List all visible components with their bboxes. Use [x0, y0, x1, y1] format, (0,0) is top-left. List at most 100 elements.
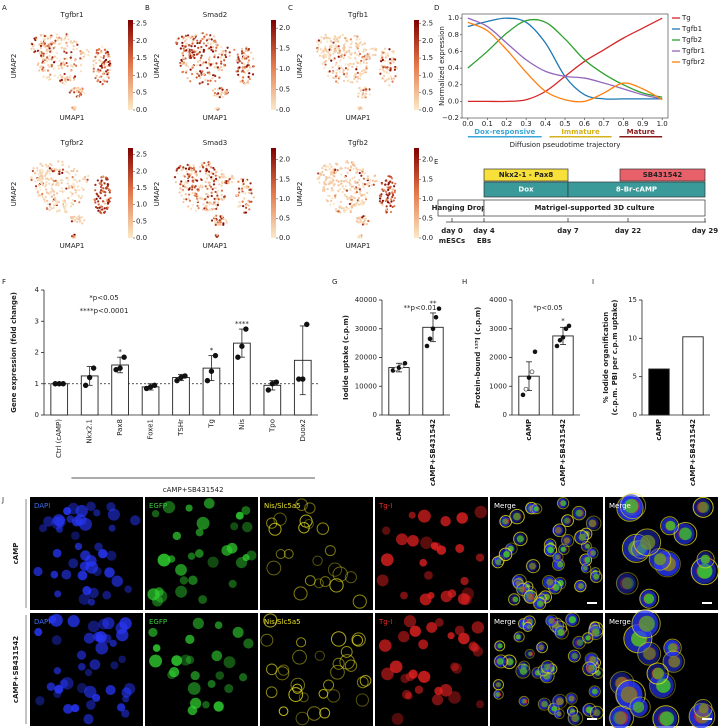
cell-dot	[185, 64, 188, 67]
cell-dot	[179, 64, 182, 67]
x-tick-label: Tg	[207, 419, 215, 429]
cell-dot	[179, 187, 182, 190]
cell-dot	[43, 198, 46, 201]
cell-dot	[324, 180, 327, 183]
y-axis-label: Normalized expression	[438, 26, 446, 106]
cell	[54, 684, 64, 694]
cell-dot	[349, 57, 352, 60]
cell-dot	[107, 60, 110, 64]
y-tick-label: 4	[35, 286, 40, 294]
cell-dot	[327, 194, 331, 197]
cell-dot	[392, 199, 395, 202]
cell-dot	[76, 185, 80, 188]
cell-dot	[337, 55, 340, 58]
cell-dot	[187, 205, 190, 208]
channel-label: Tg-I	[378, 618, 392, 626]
cell-dot	[53, 41, 57, 44]
cell-dot	[179, 183, 182, 186]
cell-dot	[348, 51, 351, 55]
cell-dot	[354, 73, 357, 76]
cell-dot	[227, 182, 230, 185]
cell-dot	[366, 191, 369, 194]
cell	[498, 547, 513, 562]
cell-dot	[366, 56, 369, 59]
cell-dot	[77, 195, 81, 199]
cell-dot	[195, 195, 198, 198]
cell-dot	[362, 61, 365, 64]
cell-dot	[180, 194, 183, 197]
cell	[292, 649, 307, 665]
cell	[491, 557, 502, 568]
cell-dot	[362, 177, 366, 180]
x-axis-label: UMAP1	[203, 242, 228, 250]
cell-dot	[366, 88, 369, 91]
cell	[319, 707, 331, 719]
cell	[528, 562, 536, 570]
cell-dot	[101, 200, 105, 203]
cell-dot	[381, 58, 385, 62]
cell-dot	[74, 191, 77, 194]
x-tick-label: 0.7	[598, 120, 609, 128]
cell-dot	[252, 196, 255, 199]
cell-dot	[188, 199, 192, 202]
cell-dot	[202, 166, 205, 169]
significance-star: *	[118, 348, 122, 356]
cell	[418, 639, 429, 650]
cell	[405, 692, 413, 700]
cell	[157, 553, 171, 567]
cell-dot	[43, 40, 46, 43]
cell-dot	[386, 67, 389, 71]
data-point	[433, 314, 439, 320]
cell	[494, 654, 508, 669]
cell-dot	[327, 74, 330, 78]
cell-dot	[221, 95, 224, 99]
cell-dot	[98, 206, 101, 209]
cell-dot	[354, 34, 357, 37]
cell-dot	[92, 65, 95, 68]
cell-dot	[336, 68, 339, 72]
cell-dot	[213, 186, 217, 190]
cell-dot	[57, 209, 60, 212]
cell-dot	[343, 194, 346, 197]
cell-dot	[218, 183, 221, 186]
cell-dot	[182, 56, 185, 60]
cell-dot	[353, 77, 356, 80]
cell-dot	[242, 182, 245, 186]
micrograph	[145, 497, 258, 610]
cell-dot	[184, 57, 187, 60]
cell	[578, 583, 584, 590]
cell-dot	[218, 87, 221, 90]
cell-dot	[365, 90, 368, 93]
cell	[53, 690, 62, 699]
cell-dot	[182, 47, 185, 50]
cell-dot	[75, 89, 79, 92]
cell-dot	[208, 208, 211, 211]
cell	[389, 660, 403, 674]
cell-dot	[106, 50, 109, 53]
data-point	[273, 379, 280, 385]
cell-dot	[96, 206, 99, 210]
cell-dot	[337, 180, 340, 183]
cell-dot	[212, 207, 216, 210]
cell	[588, 655, 596, 663]
cell-dot	[362, 59, 366, 62]
cell-dot	[379, 72, 382, 75]
cell-dot	[193, 45, 197, 48]
cell-dot	[46, 37, 49, 40]
cell-dot	[101, 190, 104, 193]
cell-dot	[196, 188, 199, 191]
cell-dot	[219, 221, 222, 224]
cell-dot	[332, 41, 335, 44]
cell-dot	[198, 165, 202, 169]
cell-dot	[45, 206, 49, 210]
cell-dot	[177, 37, 180, 40]
cell-dot	[41, 196, 45, 199]
cell-dot	[181, 189, 184, 192]
data-point	[523, 386, 529, 392]
cell	[46, 682, 56, 691]
cell	[356, 676, 369, 689]
cell-dot	[337, 210, 340, 213]
cell	[66, 515, 75, 523]
cell-dot	[35, 187, 38, 190]
cell	[185, 655, 195, 665]
